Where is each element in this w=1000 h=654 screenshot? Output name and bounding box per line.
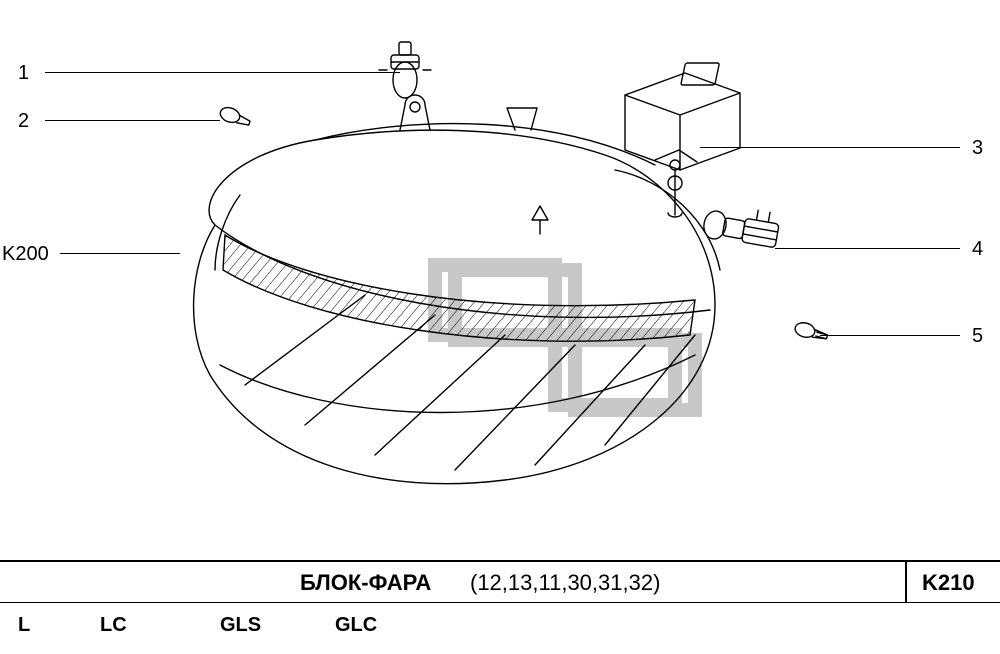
callout-k200-label: K200 (2, 243, 49, 266)
title-rule-mid (0, 602, 1000, 603)
title-vdiv (905, 560, 907, 602)
diagram-title: БЛОК-ФАРА (300, 570, 431, 596)
diagram-code: K210 (922, 570, 975, 596)
callout-1-label: 1 (18, 62, 29, 85)
variant-gls: GLS (220, 614, 261, 637)
diagram-subtitle: (12,13,11,30,31,32) (470, 570, 660, 596)
title-rule-top (0, 560, 1000, 562)
callout-2-label: 2 (18, 110, 29, 133)
exploded-diagram (155, 35, 855, 535)
variant-l: L (18, 614, 30, 637)
callout-3-label: 3 (972, 137, 983, 160)
callout-5-label: 5 (972, 325, 983, 348)
variant-glc: GLC (335, 614, 377, 637)
callout-4-label: 4 (972, 238, 983, 261)
variant-lc: LC (100, 614, 127, 637)
